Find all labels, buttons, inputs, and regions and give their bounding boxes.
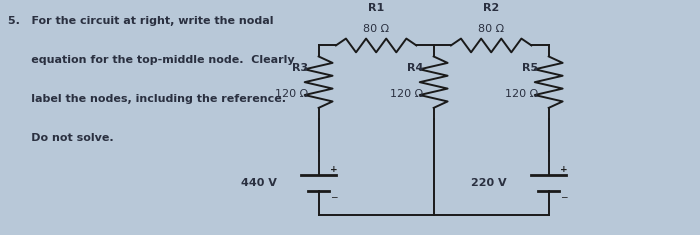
Text: R1: R1: [368, 3, 384, 13]
Text: +: +: [330, 165, 337, 174]
Text: 5.   For the circuit at right, write the nodal: 5. For the circuit at right, write the n…: [8, 16, 274, 26]
Text: +: +: [560, 165, 568, 174]
Text: Do not solve.: Do not solve.: [8, 133, 114, 143]
Text: 80 Ω: 80 Ω: [478, 24, 504, 34]
Text: equation for the top-middle node.  Clearly: equation for the top-middle node. Clearl…: [8, 55, 295, 65]
Text: 120 Ω: 120 Ω: [275, 89, 308, 99]
Text: R2: R2: [483, 3, 499, 13]
Text: 220 V: 220 V: [471, 178, 507, 188]
Text: 120 Ω: 120 Ω: [390, 89, 424, 99]
Text: R4: R4: [407, 63, 424, 73]
Text: label the nodes, including the reference.: label the nodes, including the reference…: [8, 94, 286, 104]
Text: R3: R3: [292, 63, 308, 73]
Text: 120 Ω: 120 Ω: [505, 89, 538, 99]
Text: R5: R5: [522, 63, 538, 73]
Text: −: −: [330, 192, 337, 201]
Text: 440 V: 440 V: [241, 178, 276, 188]
Text: 80 Ω: 80 Ω: [363, 24, 389, 34]
Text: −: −: [560, 192, 568, 201]
